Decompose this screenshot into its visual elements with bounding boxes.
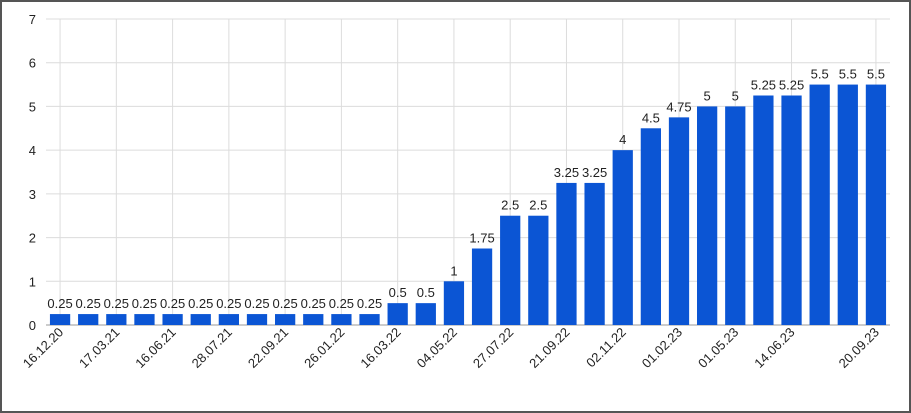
bar: [528, 215, 549, 325]
value-label: 0.25: [47, 296, 72, 311]
value-label: 0.5: [389, 285, 407, 300]
y-tick-label: 4: [29, 143, 36, 158]
value-label: 0.25: [160, 296, 185, 311]
bar: [275, 314, 296, 325]
bar: [500, 215, 521, 325]
value-label: 5.5: [867, 67, 885, 82]
y-tick-label: 6: [29, 56, 36, 71]
value-label: 2.5: [501, 198, 519, 213]
bar: [781, 95, 802, 325]
bar: [697, 106, 718, 325]
value-label: 0.25: [244, 296, 269, 311]
value-label: 2.5: [529, 198, 547, 213]
bar: [303, 314, 324, 325]
value-label: 0.25: [104, 296, 129, 311]
y-tick-label: 0: [29, 318, 36, 333]
bar: [471, 248, 493, 325]
bar: [612, 150, 633, 325]
value-label: 4.5: [642, 110, 660, 125]
value-label: 5: [704, 88, 711, 103]
bar: [809, 84, 830, 325]
bar: [190, 314, 211, 325]
value-label: 0.25: [272, 296, 297, 311]
value-label: 4: [619, 132, 626, 147]
bar: [359, 314, 380, 325]
bar: [134, 314, 155, 325]
bar: [387, 303, 408, 325]
value-label: 5.5: [811, 67, 829, 82]
value-label: 3.25: [582, 165, 607, 180]
value-label: 5.25: [779, 78, 804, 93]
value-label: 0.25: [188, 296, 213, 311]
value-label: 5: [732, 88, 739, 103]
bar: [218, 314, 239, 325]
y-tick-label: 2: [29, 231, 36, 246]
bar: [49, 314, 71, 325]
bar: [415, 303, 436, 325]
value-label: 0.25: [132, 296, 157, 311]
value-label: 0.25: [76, 296, 101, 311]
y-tick-label: 1: [29, 274, 36, 289]
value-label: 5.25: [751, 78, 776, 93]
bar: [162, 314, 183, 325]
bar: [837, 84, 858, 325]
bar: [556, 182, 577, 325]
value-label: 1.75: [469, 231, 494, 246]
bar: [725, 106, 746, 325]
bar: [246, 314, 268, 325]
value-label: 3.25: [554, 165, 579, 180]
value-label: 0.25: [301, 296, 326, 311]
value-label: 0.5: [417, 285, 435, 300]
bar: [443, 281, 465, 325]
bar: [78, 314, 99, 325]
value-label: 4.75: [666, 99, 691, 114]
value-label: 1: [450, 263, 457, 278]
value-label: 0.25: [329, 296, 354, 311]
y-tick-label: 5: [29, 99, 36, 114]
y-tick-label: 7: [29, 12, 36, 27]
value-label: 0.25: [216, 296, 241, 311]
bar: [668, 117, 690, 325]
y-tick-label: 3: [29, 187, 36, 202]
bar: [331, 314, 352, 325]
bar: [640, 128, 661, 325]
bar: [584, 182, 605, 325]
value-label: 0.25: [357, 296, 382, 311]
bar: [106, 314, 127, 325]
value-label: 5.5: [839, 67, 857, 82]
bar: [753, 95, 774, 325]
bar: [865, 84, 887, 325]
